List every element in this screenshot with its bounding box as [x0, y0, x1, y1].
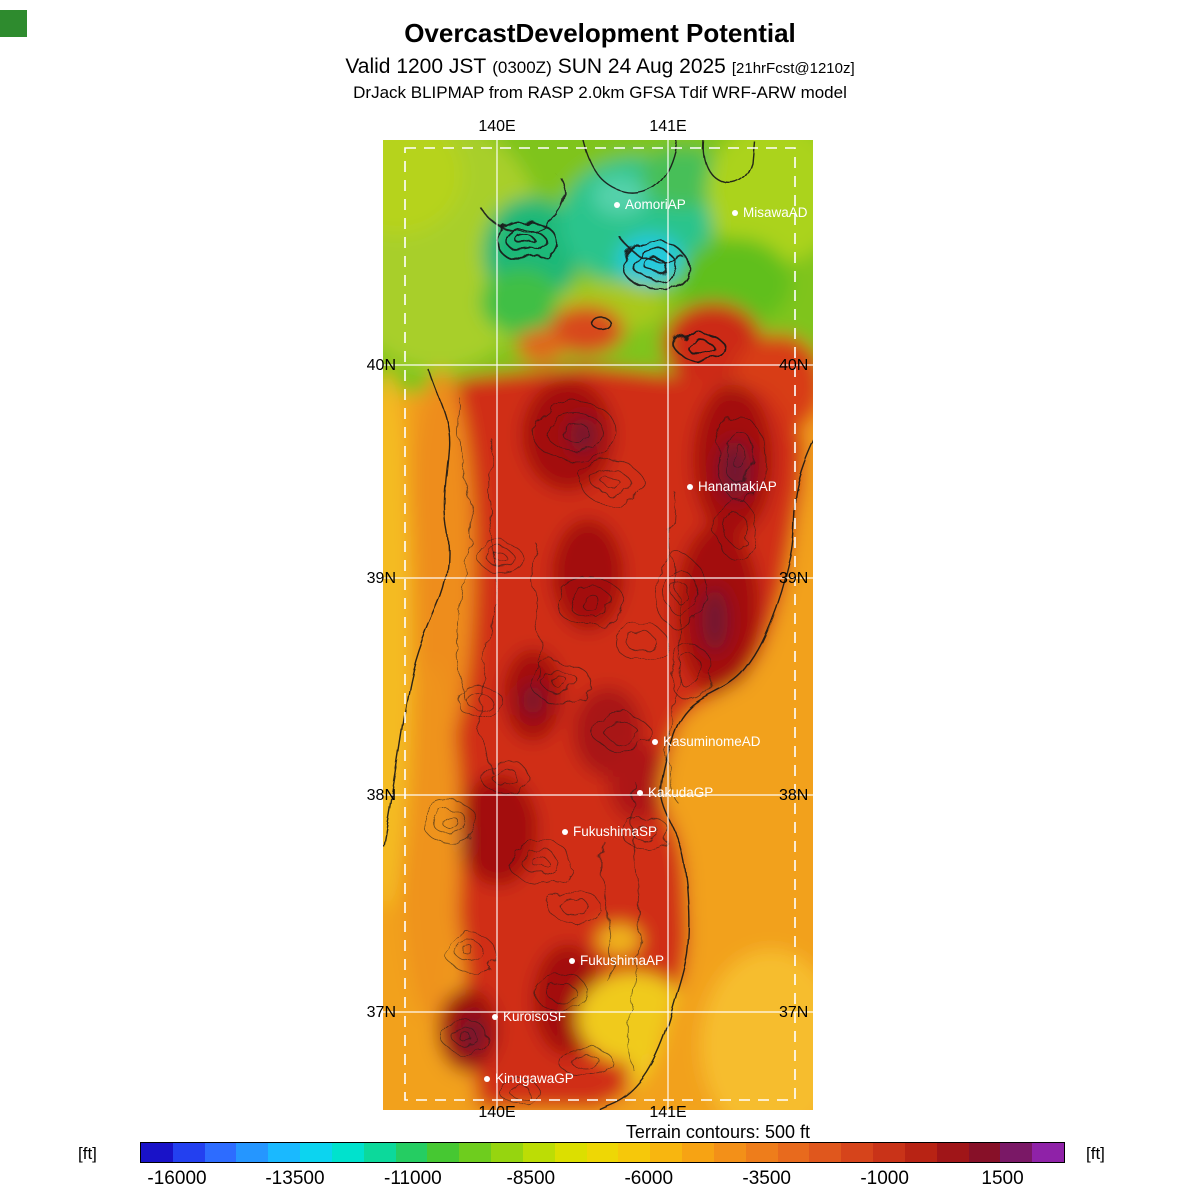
colorbar-tick: -13500	[265, 1168, 325, 1189]
colorbar-segment	[904, 1143, 937, 1162]
grid-label-right-40n: 40N	[779, 357, 809, 374]
colorbar-segment	[968, 1143, 1001, 1162]
page-title: OvercastDevelopment Potential	[404, 18, 796, 48]
colorbar-unit-right: [ft]	[1086, 1144, 1105, 1163]
station-label: MisawaAD	[743, 205, 808, 220]
colorbar-segment	[618, 1143, 651, 1162]
station-dot	[484, 1076, 490, 1082]
station-aomori-ap: AomoriAP	[614, 197, 686, 212]
colorbar-tick: -6000	[624, 1168, 674, 1189]
grid-label-right-37n: 37N	[779, 1004, 809, 1021]
colorbar-tick: -3500	[742, 1168, 791, 1189]
colorbar-segment	[650, 1143, 683, 1162]
grid-label-bottom-141e: 141E	[649, 1104, 687, 1121]
station-label: KinugawaGP	[495, 1071, 574, 1086]
grid-label-left-40n: 40N	[366, 357, 396, 374]
station-label: HanamakiAP	[698, 479, 777, 494]
colorbar-segment	[172, 1143, 205, 1162]
corner-artifact	[0, 10, 27, 37]
colorbar-segment	[331, 1143, 364, 1162]
model-line: DrJack BLIPMAP from RASP 2.0km GFSA Tdif…	[353, 83, 847, 102]
valid-prefix: Valid 1200 JST	[345, 55, 487, 78]
stations-layer: AomoriAP MisawaAD HanamakiAP KasuminomeA…	[484, 197, 808, 1086]
colorbar-segment	[522, 1143, 555, 1162]
colorbar-tick: 1500	[981, 1168, 1024, 1189]
colorbar-tick: -8500	[506, 1168, 556, 1189]
grid-label-bottom-140e: 140E	[478, 1104, 516, 1121]
station-label: FukushimaSP	[573, 824, 657, 839]
colorbar-tick: -1000	[860, 1168, 909, 1189]
latlon-grid	[383, 140, 813, 1110]
station-kakuda-gp: KakudaGP	[637, 785, 713, 800]
station-dot	[652, 739, 658, 745]
colorbar-gradient	[140, 1142, 1065, 1163]
colorbar-segment	[1000, 1143, 1033, 1162]
station-fukushima-ap: FukushimaAP	[569, 953, 664, 968]
colorbar-segment	[459, 1143, 492, 1162]
grid-label-left-39n: 39N	[366, 570, 396, 587]
colorbar-segment	[1032, 1143, 1065, 1162]
colorbar-segment	[268, 1143, 301, 1162]
station-dot	[637, 790, 643, 796]
station-misawa-ad: MisawaAD	[732, 205, 808, 220]
grid-label-left-37n: 37N	[366, 1004, 396, 1021]
station-label: AomoriAP	[625, 197, 686, 212]
valid-zulu: (0300Z)	[492, 58, 552, 77]
colorbar-segment	[809, 1143, 842, 1162]
colorbar-unit-left: [ft]	[78, 1144, 97, 1163]
colorbar-segment	[300, 1143, 332, 1162]
station-kuroiso-sf: KuroisoSF	[492, 1009, 566, 1024]
valid-line: Valid 1200 JST (0300Z) SUN 24 Aug 2025 [21h…	[0, 55, 1200, 79]
station-dot	[687, 484, 693, 490]
map: AomoriAP MisawaAD HanamakiAP KasuminomeA…	[383, 140, 813, 1110]
colorbar-segment	[363, 1143, 396, 1162]
station-kasuminome-ad: KasuminomeAD	[652, 734, 761, 749]
colorbar-segment	[841, 1143, 874, 1162]
station-fukushima-sp: FukushimaSP	[562, 824, 657, 839]
station-label: KasuminomeAD	[663, 734, 761, 749]
station-dot	[732, 210, 738, 216]
station-kinugawa-gp: KinugawaGP	[484, 1071, 574, 1086]
colorbar-segment	[554, 1143, 587, 1162]
forecast-ref: [21hrFcst@1210z]	[731, 60, 855, 77]
colorbar-ticks: -16000 -13500 -11000 -8500 -6000 -3500 -1000 15…	[140, 1168, 1065, 1194]
grid-label-right-39n: 39N	[779, 570, 809, 587]
station-dot	[562, 829, 568, 835]
grid-label-right-38n: 38N	[779, 787, 809, 804]
colorbar-segment	[141, 1143, 173, 1162]
coastline	[383, 140, 813, 1110]
forecast-map-svg: AomoriAP MisawaAD HanamakiAP KasuminomeA…	[383, 140, 813, 1110]
colorbar-segment	[936, 1143, 969, 1162]
colorbar-segment	[745, 1143, 778, 1162]
station-dot	[569, 958, 575, 964]
grid-label-left-38n: 38N	[366, 787, 396, 804]
header: OvercastDevelopment Potential Valid 1200…	[0, 18, 1200, 103]
grid-label-top-141e: 141E	[649, 118, 687, 135]
colorbar-segment	[682, 1143, 714, 1162]
station-label: KuroisoSF	[503, 1009, 566, 1024]
station-label: KakudaGP	[648, 785, 713, 800]
colorbar-segment	[777, 1143, 810, 1162]
colorbar-segment	[586, 1143, 619, 1162]
station-label: FukushimaAP	[580, 953, 664, 968]
colorbar-tick: -11000	[383, 1168, 442, 1189]
colorbar-segment	[491, 1143, 523, 1162]
colorbar-segment	[204, 1143, 237, 1162]
colorbar-segment	[713, 1143, 746, 1162]
station-dot	[614, 202, 620, 208]
terrain-contours-note: Terrain contours: 500 ft	[625, 1122, 810, 1142]
colorbar-segment	[236, 1143, 269, 1162]
domain-boundary	[404, 147, 796, 1101]
valid-date: SUN 24 Aug 2025	[557, 55, 726, 78]
station-hanamaki-ap: HanamakiAP	[687, 479, 777, 494]
grid-label-top-140e: 140E	[478, 118, 516, 135]
colorbar-segment	[873, 1143, 905, 1162]
colorbar-segment	[395, 1143, 428, 1162]
station-dot	[492, 1014, 498, 1020]
colorbar-segment	[427, 1143, 460, 1162]
colorbar-tick: -16000	[147, 1168, 207, 1189]
